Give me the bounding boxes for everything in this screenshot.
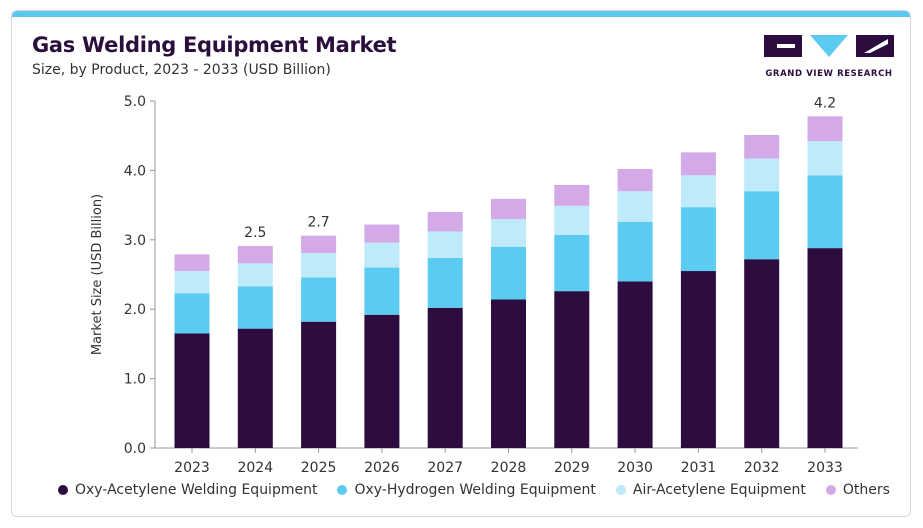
legend-label-oxy-acetylene: Oxy-Acetylene Welding Equipment: [75, 482, 318, 498]
bar-segment-2025-0: [301, 321, 337, 448]
logo-text: GRAND VIEW RESEARCH: [765, 69, 893, 79]
bar-segment-2026-1: [364, 267, 400, 315]
x-tick-label-2032: 2032: [744, 460, 780, 476]
bar-segment-2024-0: [237, 328, 273, 448]
x-tick-label-2024: 2024: [237, 460, 273, 476]
legend-swatch-air-acetylene: [615, 485, 626, 495]
bar-segment-2023-0: [174, 333, 210, 448]
legend-swatch-oxy-hydrogen: [337, 485, 348, 495]
bar-segment-2023-2: [174, 271, 210, 294]
y-tick-label: 5.0: [124, 94, 146, 110]
y-tick-label: 4.0: [124, 163, 146, 179]
x-tick-label-2027: 2027: [427, 460, 463, 476]
x-tick-label-2033: 2033: [807, 460, 843, 476]
bar-segment-2029-3: [554, 184, 590, 206]
chart-card: Gas Welding Equipment Market Size, by Pr…: [11, 10, 911, 517]
bar-segment-2032-0: [744, 259, 780, 448]
legend-label-others: Others: [842, 482, 890, 498]
x-tick-label-2026: 2026: [364, 460, 400, 476]
chart-legend: Oxy-Acetylene Welding Equipment Oxy-Hydr…: [58, 482, 890, 498]
bar-segment-2026-0: [364, 314, 400, 448]
bar-segment-2030-0: [617, 281, 653, 448]
bar-segment-2033-2: [807, 141, 843, 176]
bar-segment-2025-1: [301, 277, 337, 322]
bar-segment-2023-1: [174, 293, 210, 334]
stacked-bar-chart: 0.0 1.0 2.0 3.0 4.0 5.0 Market Size (USD Billi…: [90, 94, 858, 476]
bar-segment-2027-1: [427, 257, 463, 308]
legend-label-air-acetylene: Air-Acetylene Equipment: [632, 482, 806, 498]
logo-mark: [764, 35, 894, 57]
bar-segment-2024-3: [237, 246, 273, 264]
bar-segment-2030-3: [617, 169, 653, 192]
legend-swatch-others: [825, 485, 836, 495]
bar-segment-2028-0: [491, 299, 526, 448]
bar-segment-2031-2: [680, 175, 716, 208]
bar-segment-2032-1: [744, 191, 780, 260]
bar-segment-2028-1: [491, 246, 526, 300]
y-tick-label: 1.0: [124, 372, 146, 388]
y-axis-title: Market Size (USD Billion): [90, 194, 105, 355]
bar-segment-2032-2: [744, 158, 780, 192]
bar-segment-2029-1: [554, 234, 590, 292]
bar-segment-2027-3: [427, 212, 463, 232]
bar-segment-2023-3: [174, 254, 210, 272]
bar-segment-2027-2: [427, 231, 463, 258]
bar-segment-2028-3: [491, 198, 526, 219]
chart-title: Gas Welding Equipment Market: [32, 33, 397, 57]
bar-segment-2029-2: [554, 205, 590, 235]
bar-segment-2031-0: [680, 271, 716, 448]
legend-item-oxy-hydrogen: Oxy-Hydrogen Welding Equipment: [337, 482, 596, 498]
bar-segment-2030-2: [617, 191, 653, 222]
grand-view-research-logo: GRAND VIEW RESEARCH: [764, 35, 894, 85]
bar-segment-2032-3: [744, 135, 780, 159]
bar-segment-2026-2: [364, 242, 400, 268]
total-label-2033: 4.2: [814, 95, 836, 111]
x-tick-label-2029: 2029: [554, 460, 590, 476]
bar-segment-2033-1: [807, 175, 843, 249]
y-tick-label: 2.0: [124, 302, 146, 318]
x-tick-label-2028: 2028: [491, 460, 527, 476]
x-tick-label-2031: 2031: [681, 460, 717, 476]
legend-label-oxy-hydrogen: Oxy-Hydrogen Welding Equipment: [354, 482, 596, 498]
bar-segment-2030-1: [617, 221, 653, 282]
y-tick-label: 0.0: [124, 441, 146, 457]
bar-segment-2027-0: [427, 307, 463, 448]
x-tick-label-2023: 2023: [174, 460, 210, 476]
total-label-2025: 2.7: [307, 215, 329, 231]
legend-item-others: Others: [825, 482, 890, 498]
bar-segment-2033-3: [807, 116, 843, 142]
total-label-2024: 2.5: [244, 225, 266, 241]
bar-segment-2025-3: [301, 235, 337, 253]
x-tick-label-2025: 2025: [301, 460, 337, 476]
bar-segment-2026-3: [364, 224, 400, 243]
accent-bar: [12, 11, 910, 17]
bar-segment-2031-1: [680, 207, 716, 272]
bar-segment-2024-1: [237, 286, 273, 329]
legend-swatch-oxy-acetylene: [58, 485, 68, 495]
y-tick-label: 3.0: [124, 233, 146, 249]
bar-segment-2025-2: [301, 252, 337, 278]
x-tick-label-2030: 2030: [617, 460, 653, 476]
legend-item-oxy-acetylene: Oxy-Acetylene Welding Equipment: [58, 482, 317, 498]
bar-segment-2028-2: [491, 218, 526, 247]
legend-item-air-acetylene: Air-Acetylene Equipment: [615, 482, 806, 498]
chart-subtitle: Size, by Product, 2023 - 2033 (USD Billi…: [32, 62, 331, 78]
bar-segment-2031-3: [680, 152, 716, 176]
bar-segment-2024-2: [237, 263, 273, 287]
bar-segment-2033-0: [807, 248, 843, 448]
bar-segment-2029-0: [554, 291, 590, 448]
